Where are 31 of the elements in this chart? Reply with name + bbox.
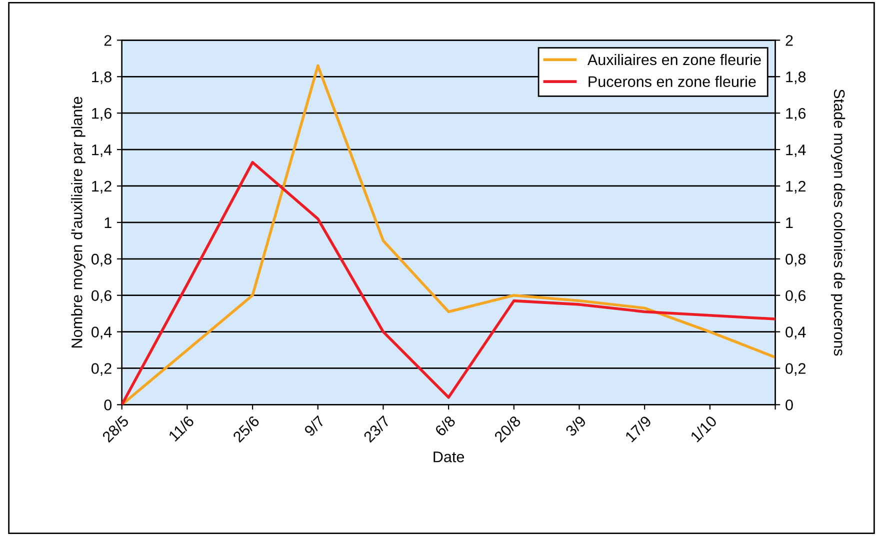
x-tick-label: 9/7 (303, 414, 326, 437)
y-tick-label: 1,4 (92, 144, 112, 158)
y-tick-label: 2 (104, 35, 112, 46)
y-tick-label: 0,4 (91, 326, 112, 340)
y-tick-label: 1,6 (92, 108, 112, 121)
y-tick-label: 0,8 (91, 254, 112, 266)
x-tick-label: 6/8 (434, 414, 456, 437)
x-tick-label: 3/9 (564, 414, 587, 437)
y2-tick-label: 1,2 (786, 180, 806, 194)
y2-tick-label: 1 (786, 217, 793, 228)
y-tick-label: 1,2 (92, 180, 112, 194)
y-tick-label: 0 (104, 400, 112, 410)
y2-tick-label: 1,4 (786, 144, 806, 158)
y2-tick-label: 1,6 (786, 108, 806, 121)
y-tick-label: 1,8 (92, 72, 112, 84)
y2-axis-title: Stade moyen des colonies de pucerons (830, 89, 846, 356)
legend-label: Auxiliaires en zone fleurie (587, 54, 761, 66)
y2-tick-label: 0,8 (786, 254, 806, 266)
y2-tick-label: 2 (786, 35, 793, 46)
y-tick-label: 1 (104, 217, 112, 228)
y2-tick-label: 1,8 (786, 72, 806, 84)
y2-tick-label: 0,6 (786, 290, 806, 303)
legend-label: Pucerons en zone fleurie (588, 76, 756, 88)
x-axis-title: Date (434, 452, 464, 462)
y2-tick-label: 0 (786, 400, 793, 410)
y2-tick-label: 0,4 (786, 326, 806, 340)
y-tick-label: 0,6 (91, 290, 112, 303)
y-tick-label: 0,2 (91, 363, 112, 376)
y2-tick-label: 0,2 (786, 363, 806, 376)
x-tick-label: 11/6 (168, 414, 195, 442)
y-axis-title: Nombre moyen d'auxiliaire par plante (71, 96, 86, 348)
